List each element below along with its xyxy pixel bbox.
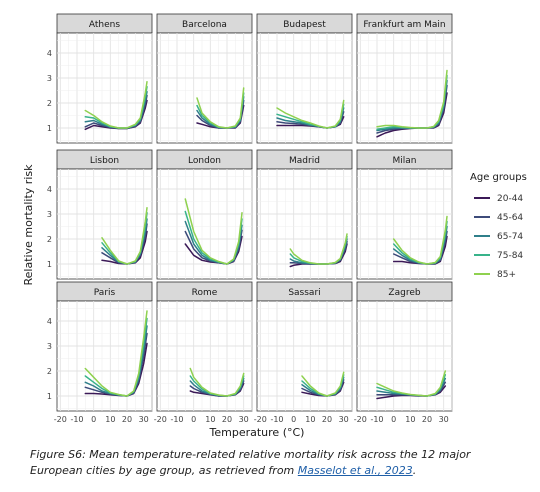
x-tick-label: 10 [205,415,215,424]
panel-background [256,300,353,412]
caption-link[interactable]: Masselot et al., 2023 [297,464,413,477]
legend-label: 20-44 [497,194,523,204]
panel-title: Frankfurt am Main [363,20,445,30]
legend-label: 65-74 [497,232,523,242]
x-tick-label: 0 [91,415,96,424]
series-line-85+ [196,87,245,129]
y-tick-label: 2 [47,235,52,244]
series-line-85+ [301,371,345,397]
x-tick-label: 20 [222,415,232,424]
series-line-85+ [376,370,447,397]
series-line-85+ [84,81,148,129]
x-tick-label: -10 [270,415,283,424]
x-tick-label: 0 [291,415,296,424]
series-line-85+ [84,310,148,397]
panel-title: London [188,156,221,166]
x-tick-label: 30 [239,415,249,424]
y-tick-label: 4 [47,49,52,58]
panel-background [56,168,153,280]
x-tick-label: -10 [70,415,83,424]
x-tick-label: -10 [370,415,383,424]
x-tick-label: -10 [170,415,183,424]
panel-background [156,168,253,280]
legend-label: 85+ [497,270,516,280]
series-line-85+ [189,367,245,397]
y-tick-label: 3 [47,342,52,351]
x-tick-label: 20 [422,415,432,424]
y-tick-label: 4 [47,185,52,194]
caption-end: . [412,464,417,477]
panel-background [56,300,153,412]
series-line-85+ [184,198,243,265]
series-line-85+ [376,69,448,129]
x-tick-label: 20 [122,415,132,424]
panel-title: Paris [94,288,116,298]
caption-text: Figure S6: Mean temperature-related rela… [30,448,471,477]
x-tick-label: 10 [105,415,115,424]
faceted-line-chart: Athens 1 2 3 4 Barcelona Budapest Frankfurt am … [22,13,527,439]
series-line-85+ [392,215,448,265]
panel-title: Milan [393,156,417,166]
x-tick-label: 20 [322,415,332,424]
legend-label: 75-84 [497,251,523,261]
y-tick-label: 2 [47,367,52,376]
y-tick-label: 4 [47,317,52,326]
panel-title: Barcelona [182,20,227,30]
panel-title: Rome [192,288,218,298]
y-tick-label: 2 [47,99,52,108]
y-tick-label: 3 [47,74,52,83]
x-tick-label: 10 [305,415,315,424]
panel-title: Madrid [289,156,320,166]
panel-background [256,32,353,144]
y-tick-label: 1 [47,124,52,133]
legend-title: Age groups [470,172,527,183]
x-tick-label: -20 [154,415,167,424]
panel-title: Sassari [288,288,320,298]
x-tick-label: 30 [139,415,149,424]
series-line-85+ [289,233,348,265]
y-tick-label: 1 [47,260,52,269]
x-tick-label: -20 [54,415,67,424]
y-tick-label: 1 [47,392,52,401]
x-tick-label: 0 [391,415,396,424]
x-axis-title: Temperature (°C) [209,426,305,439]
panel-title: Lisbon [90,156,119,166]
x-tick-label: 0 [191,415,196,424]
y-axis-title: Relative mortality risk [22,164,35,286]
panel-title: Budapest [283,20,326,30]
figure-caption: Figure S6: Mean temperature-related rela… [30,447,520,479]
x-tick-label: 10 [405,415,415,424]
legend-label: 45-64 [497,213,523,223]
x-tick-label: -20 [354,415,367,424]
y-tick-label: 3 [47,210,52,219]
panel-title: Zagreb [388,288,420,298]
x-tick-label: 30 [339,415,349,424]
series-line-85+ [276,99,345,129]
x-tick-label: -20 [254,415,267,424]
x-tick-label: 30 [439,415,449,424]
panel-title: Athens [89,20,120,30]
series-line-85+ [101,207,148,265]
